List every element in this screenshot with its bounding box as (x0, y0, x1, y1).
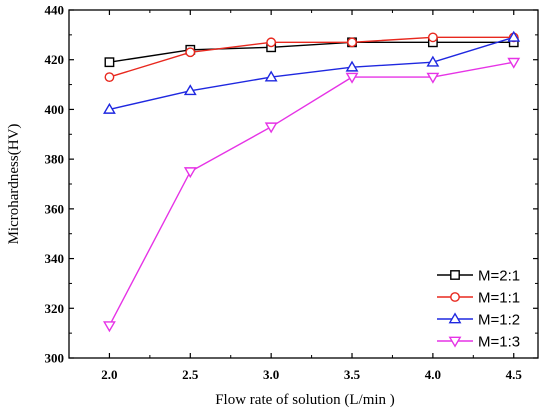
series-4 (103, 57, 521, 333)
data-point (266, 37, 277, 48)
y-axis-label: Microhardness(HV) (6, 124, 22, 245)
x-tick-label: 2.5 (182, 367, 199, 382)
y-tick-label: 320 (45, 301, 65, 316)
series-line (109, 36, 514, 111)
data-point (104, 72, 115, 83)
legend-label: M=1:1 (478, 290, 520, 307)
y-tick-label: 380 (45, 152, 65, 167)
data-point (185, 47, 196, 58)
y-tick-label: 420 (45, 52, 65, 67)
legend-item: M=1:3 (437, 334, 520, 351)
legend-marker (450, 270, 460, 280)
data-point (345, 72, 359, 84)
y-tick-label: 360 (45, 201, 65, 216)
data-point (264, 122, 278, 134)
y-tick-label: 340 (45, 251, 65, 266)
data-point (426, 72, 440, 84)
legend-item: M=2:1 (437, 268, 520, 285)
series-3 (103, 30, 521, 114)
x-tick-label: 4.5 (506, 367, 523, 382)
data-point (183, 167, 197, 179)
y-tick-label: 300 (45, 351, 65, 366)
series-line (109, 36, 514, 78)
legend-label: M=2:1 (478, 268, 520, 285)
data-point (347, 37, 357, 48)
legend-item: M=1:2 (437, 312, 520, 329)
legend: M=2:1 M=1:1 M=1:2 M=1:3 (437, 268, 520, 351)
legend-label: M=1:3 (478, 334, 520, 351)
y-tick-label: 440 (45, 3, 65, 18)
plot-area: 300 320 340 360 380 400 420 440 2.0 2.5 3.0 3.5 4.0 4… (45, 3, 539, 382)
series-line (109, 41, 514, 63)
plot-frame (68, 9, 539, 359)
x-tick-label: 2.0 (101, 367, 117, 382)
data-point (264, 70, 278, 82)
legend-item: M=1:1 (437, 290, 520, 307)
legend-marker (448, 312, 462, 324)
legend-label: M=1:2 (478, 312, 520, 329)
y-tick-label: 400 (45, 102, 65, 117)
series-line (108, 61, 514, 327)
data-point (426, 55, 440, 67)
x-tick-label: 3.5 (344, 367, 361, 382)
series-2 (104, 32, 519, 83)
data-point (183, 84, 197, 96)
legend-marker (448, 336, 462, 348)
x-axis-label: Flow rate of solution (L/min ) (215, 392, 395, 408)
data-point (507, 30, 521, 42)
data-point (345, 60, 359, 72)
data-point (104, 57, 115, 68)
legend-marker (450, 292, 460, 302)
data-point (103, 321, 116, 333)
data-point (427, 32, 438, 43)
x-tick-label: 3.0 (263, 367, 279, 382)
data-point (103, 102, 116, 114)
data-point (507, 57, 521, 69)
x-tick-label: 4.0 (425, 367, 441, 382)
